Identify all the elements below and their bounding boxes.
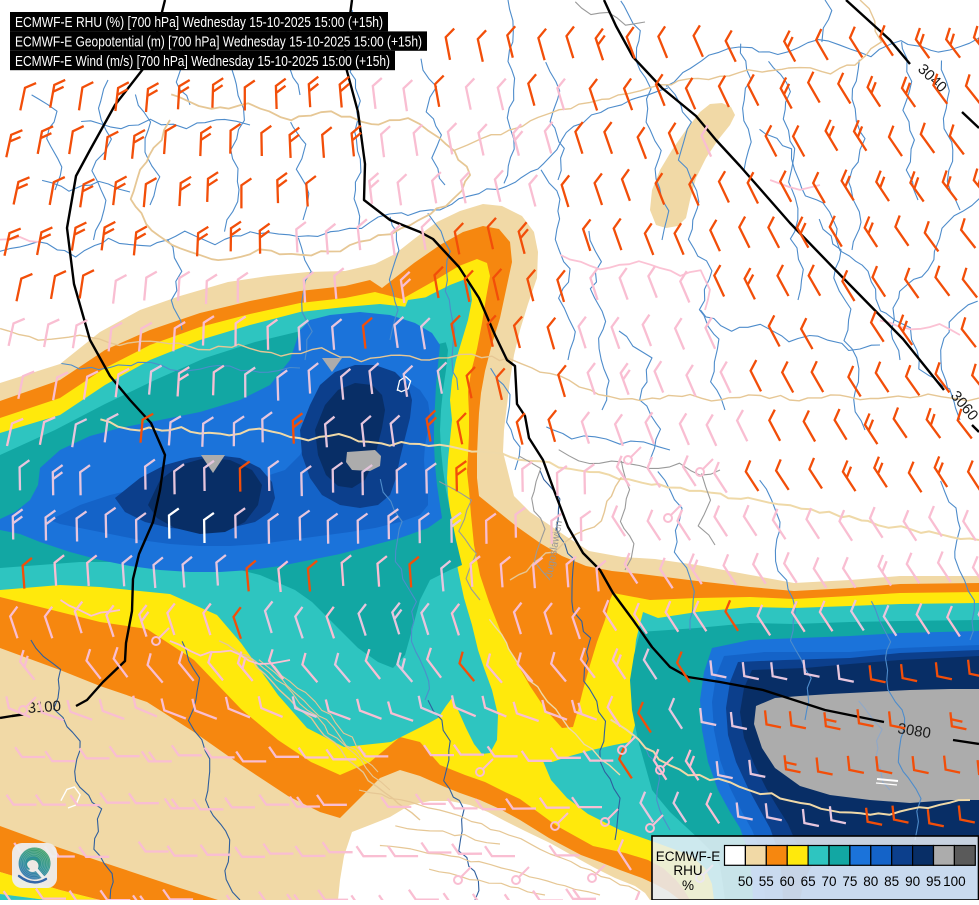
svg-text:ECMWF-E Wind (m/s) [700 hPa] W: ECMWF-E Wind (m/s) [700 hPa] Wednesday 1… [15, 54, 390, 70]
svg-text:80: 80 [863, 874, 878, 889]
svg-text:95: 95 [926, 874, 941, 889]
svg-text:3080: 3080 [896, 720, 932, 742]
svg-text:65: 65 [801, 874, 816, 889]
svg-text:70: 70 [821, 874, 836, 889]
svg-text:55: 55 [759, 874, 774, 889]
svg-text:ECMWF-E Geopotential (m) [700: ECMWF-E Geopotential (m) [700 hPa] Wedne… [15, 34, 422, 50]
svg-text:90: 90 [905, 874, 920, 889]
svg-text:75: 75 [842, 874, 857, 889]
svg-text:60: 60 [780, 874, 795, 889]
svg-text:3100: 3100 [27, 698, 61, 717]
svg-text:85: 85 [884, 874, 899, 889]
svg-text:50: 50 [738, 874, 753, 889]
svg-text:ECMWF-E RHU (%) [700 hPa] Wedn: ECMWF-E RHU (%) [700 hPa] Wednesday 15-1… [15, 15, 383, 31]
svg-text:RHU: RHU [673, 863, 702, 878]
svg-text:100: 100 [943, 874, 966, 889]
svg-text:ECMWF-E: ECMWF-E [656, 849, 721, 864]
svg-text:%: % [682, 878, 694, 893]
